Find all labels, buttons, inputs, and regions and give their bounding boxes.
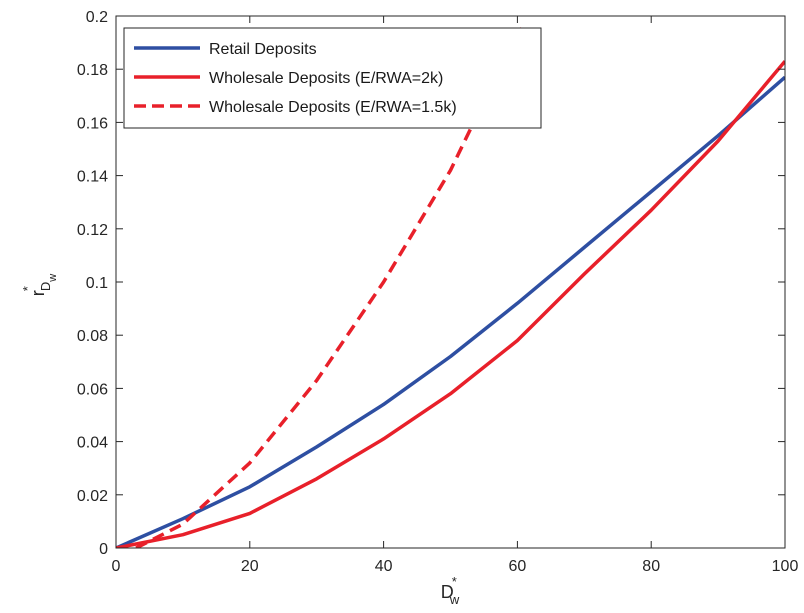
y-tick-label: 0.02	[77, 488, 108, 505]
series-line-1	[116, 60, 785, 548]
legend-label-retail: Retail Deposits	[209, 41, 317, 58]
legend-label-wholesale-2k: Wholesale Deposits (E/RWA=2k)	[209, 70, 443, 87]
legend-box	[123, 27, 542, 129]
y-tick-label: 0.04	[77, 435, 108, 452]
y-axis: 0 0.02 0.04 0.06 0.08 0.1 0.12 0.14 0.16 0.18 0.2	[77, 9, 785, 558]
x-tick-label: 0	[112, 558, 121, 575]
x-tick-label: 60	[509, 558, 527, 575]
x-tick-label: 80	[642, 558, 660, 575]
y-tick-label: 0	[99, 541, 108, 558]
x-tick-label: 40	[375, 558, 393, 575]
y-tick-label: 0.2	[86, 9, 108, 26]
y-tick-label: 0.1	[86, 275, 108, 292]
x-axis: 0 20 40 60 80 100	[112, 16, 799, 575]
legend: Retail Deposits Wholesale Deposits (E/RW…	[123, 27, 542, 129]
x-axis-label: D* w	[441, 574, 460, 607]
y-tick-label: 0.08	[77, 328, 108, 345]
y-tick-label: 0.16	[77, 115, 108, 132]
y-axis-label: r* Dw	[20, 274, 59, 296]
y-tick-label: 0.14	[77, 169, 108, 186]
x-tick-label: 20	[241, 558, 259, 575]
x-tick-label: 100	[772, 558, 799, 575]
series-line-0	[116, 75, 785, 548]
legend-label-wholesale-1-5k: Wholesale Deposits (E/RWA=1.5k)	[209, 99, 457, 116]
y-tick-label: 0.12	[77, 222, 108, 239]
y-tick-label: 0.06	[77, 381, 108, 398]
y-tick-label: 0.18	[77, 62, 108, 79]
